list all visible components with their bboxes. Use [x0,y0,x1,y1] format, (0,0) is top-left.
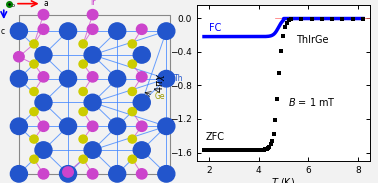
Circle shape [60,166,76,182]
Circle shape [11,70,27,87]
Text: Th: Th [174,74,183,83]
Circle shape [60,23,76,39]
Circle shape [30,60,38,68]
Circle shape [136,169,147,179]
Circle shape [158,118,175,135]
Text: a: a [43,0,48,8]
Circle shape [38,121,49,131]
Circle shape [79,40,87,48]
Circle shape [79,87,87,96]
Circle shape [35,94,52,111]
Text: Ir: Ir [90,0,95,7]
Circle shape [109,166,125,182]
Circle shape [79,108,87,116]
Text: Ge: Ge [155,92,166,102]
Circle shape [84,47,101,63]
Circle shape [30,155,38,163]
Circle shape [128,135,136,143]
Circle shape [79,155,87,163]
X-axis label: $\it{T}$ (K): $\it{T}$ (K) [271,176,296,183]
Circle shape [30,87,38,96]
Circle shape [60,118,76,135]
Text: c: c [1,27,5,36]
Circle shape [128,40,136,48]
Circle shape [30,40,38,48]
Circle shape [158,166,175,182]
Circle shape [84,142,101,158]
Circle shape [38,169,49,179]
Circle shape [38,24,49,34]
Circle shape [109,23,125,39]
Text: $\it{B}$ = 1 mT: $\it{B}$ = 1 mT [288,96,336,108]
Circle shape [35,47,52,63]
Circle shape [133,94,150,111]
Circle shape [79,60,87,68]
Circle shape [60,70,76,87]
Circle shape [11,23,27,39]
Circle shape [87,10,98,20]
Circle shape [87,24,98,34]
Text: ThIrGe: ThIrGe [296,35,328,45]
Circle shape [30,135,38,143]
Circle shape [63,167,73,177]
Circle shape [14,52,24,62]
Circle shape [128,108,136,116]
Circle shape [11,166,27,182]
Circle shape [87,72,98,82]
Circle shape [133,142,150,158]
Text: b: b [11,3,14,8]
Circle shape [136,24,147,34]
Circle shape [128,87,136,96]
Circle shape [79,135,87,143]
Circle shape [87,169,98,179]
Circle shape [128,60,136,68]
Text: ZFC: ZFC [205,132,224,142]
Circle shape [136,72,147,82]
Circle shape [133,47,150,63]
Circle shape [38,72,49,82]
Text: FC: FC [209,23,222,33]
Circle shape [30,108,38,116]
Circle shape [158,70,175,87]
Y-axis label: $4\pi\chi$: $4\pi\chi$ [153,73,167,93]
Circle shape [11,118,27,135]
Circle shape [84,94,101,111]
Circle shape [128,155,136,163]
Circle shape [109,118,125,135]
Circle shape [87,121,98,131]
Circle shape [158,23,175,39]
Circle shape [35,142,52,158]
Circle shape [109,70,125,87]
Circle shape [38,10,49,20]
Circle shape [136,121,147,131]
